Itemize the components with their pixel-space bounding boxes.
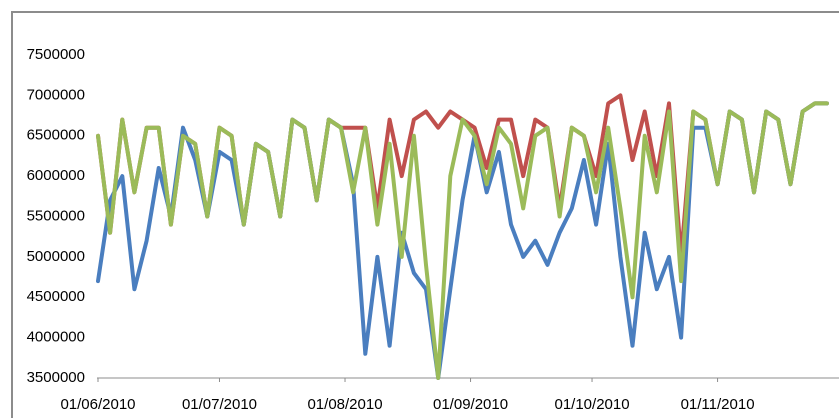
series-line — [96, 101, 829, 380]
y-tick-label: 7000000 — [27, 86, 85, 103]
y-tick-label: 5500000 — [27, 207, 85, 224]
y-tick-label: 5000000 — [27, 248, 85, 265]
y-tick-label: 7500000 — [27, 46, 85, 63]
y-tick-label: 6500000 — [27, 127, 85, 144]
y-tick-label: 4500000 — [27, 288, 85, 305]
x-tick-label: 01/06/2010 — [60, 396, 135, 413]
x-tick-label: 01/09/2010 — [433, 396, 508, 413]
x-tick-label: 01/07/2010 — [182, 396, 257, 413]
y-tick-label: 3500000 — [27, 369, 85, 386]
y-tick-label: 4000000 — [27, 329, 85, 346]
x-tick-label: 01/10/2010 — [554, 396, 629, 413]
y-tick-label: 6000000 — [27, 167, 85, 184]
chart-frame — [11, 11, 839, 418]
series-line — [96, 101, 829, 380]
x-tick-label: 01/11/2010 — [681, 396, 755, 413]
x-tick-label: 01/08/2010 — [307, 396, 382, 413]
